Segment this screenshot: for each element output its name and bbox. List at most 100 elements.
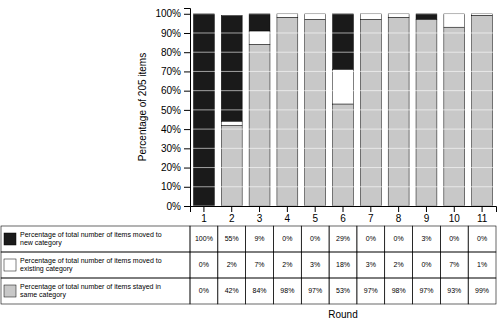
grid-line [190, 148, 496, 149]
table-cell [273, 252, 301, 278]
tick-mark [184, 52, 190, 53]
table-cell [413, 226, 441, 252]
axis-line [184, 9, 191, 207]
legend-label-line: same category [20, 291, 66, 299]
x-axis: 1234567891011 [191, 206, 497, 224]
bar-segment [333, 14, 354, 70]
table-value: 2% [282, 261, 292, 268]
table-cell [329, 278, 357, 304]
bar-segment [333, 104, 354, 206]
legend-label-line: Percentage of total number of items move… [20, 231, 162, 239]
table-cell [329, 226, 357, 252]
grid [190, 14, 496, 206]
x-tick: 3 [257, 206, 263, 224]
table-cell [413, 278, 441, 304]
bar-segment [416, 20, 437, 206]
y-tick: 40% [161, 124, 190, 135]
table-cell [273, 278, 301, 304]
table-value: 0% [199, 261, 209, 268]
bar-segment [416, 14, 437, 20]
table-value: 0% [394, 235, 404, 242]
table-cell [385, 252, 413, 278]
tick-label: 30% [161, 143, 181, 154]
tick-label: 11 [477, 213, 488, 224]
table-value: 29% [336, 235, 350, 242]
table-value: 97% [419, 287, 433, 294]
legend-label-line: Percentage of total number of items stay… [20, 283, 161, 291]
table-value: 84% [253, 287, 267, 294]
table-cell [218, 226, 246, 252]
table-value: 18% [336, 261, 350, 268]
y-axis: 0%10%20%30%40%50%60%70%80%90%100% [155, 8, 190, 211]
axis-line [191, 207, 497, 213]
tick-label: 60% [161, 85, 181, 96]
x-tick: 2 [229, 206, 235, 224]
legend-table: Percentage of total number of items move… [1, 226, 496, 304]
table-cell [468, 278, 496, 304]
table-cell [329, 252, 357, 278]
bar-segment [388, 18, 409, 206]
table-cell [218, 278, 246, 304]
table-value: 93% [447, 287, 461, 294]
bar-segment [221, 125, 242, 206]
tick-mark [184, 33, 190, 34]
bar-segment [221, 16, 242, 122]
tick-label: 8 [396, 213, 402, 224]
table-value: 0% [310, 235, 320, 242]
legend-label: Percentage of total number of items stay… [20, 283, 161, 300]
tick-mark [259, 206, 260, 212]
table-cell [468, 226, 496, 252]
x-tick: 10 [449, 206, 461, 224]
x-tick: 11 [477, 206, 488, 224]
table-value: 3% [366, 261, 376, 268]
tick-mark [370, 206, 371, 212]
bar-segment [444, 14, 465, 27]
y-tick: 70% [161, 66, 190, 77]
table-value: 7% [449, 261, 459, 268]
table-cell [385, 226, 413, 252]
grid-line [190, 167, 496, 168]
table-cell [440, 252, 468, 278]
table-cell [357, 252, 385, 278]
tick-mark [287, 206, 288, 212]
tick-label: 4 [285, 213, 291, 224]
legend-swatch [4, 285, 16, 297]
table-cell [440, 226, 468, 252]
tick-label: 5 [312, 213, 318, 224]
grid-line [190, 206, 496, 207]
legend-label-line: new category [20, 239, 62, 247]
y-tick: 0% [167, 201, 190, 212]
table-cell [190, 278, 218, 304]
tick-label: 80% [161, 47, 181, 58]
y-tick: 100% [155, 8, 190, 19]
legend-swatch [4, 233, 16, 245]
x-tick: 6 [340, 206, 346, 224]
grid-line [190, 71, 496, 72]
table-value: 0% [366, 235, 376, 242]
table-value: 9% [254, 235, 264, 242]
legend-label-line: Percentage of total number of items move… [20, 257, 162, 265]
tick-label: 50% [161, 105, 181, 116]
bar-segment [249, 14, 270, 31]
y-tick: 60% [161, 85, 190, 96]
x-axis-title: Round [328, 309, 357, 320]
y-tick: 30% [161, 143, 190, 154]
bar-segment [360, 20, 381, 206]
table-cell [1, 252, 190, 278]
table-value: 0% [477, 235, 487, 242]
tick-label: 1 [201, 213, 207, 224]
legend-label: Percentage of total number of items move… [20, 257, 162, 274]
table-cell [190, 252, 218, 278]
tick-mark [231, 206, 232, 212]
bar-segment [305, 14, 326, 20]
table-value: 3% [310, 261, 320, 268]
table-cell [301, 278, 329, 304]
table-cell [218, 252, 246, 278]
grid-line [190, 52, 496, 53]
tick-mark [184, 91, 190, 92]
table-cell [246, 252, 274, 278]
y-tick: 50% [161, 105, 190, 116]
tick-label: 20% [161, 162, 181, 173]
table-cell [357, 278, 385, 304]
tick-mark [454, 206, 455, 212]
